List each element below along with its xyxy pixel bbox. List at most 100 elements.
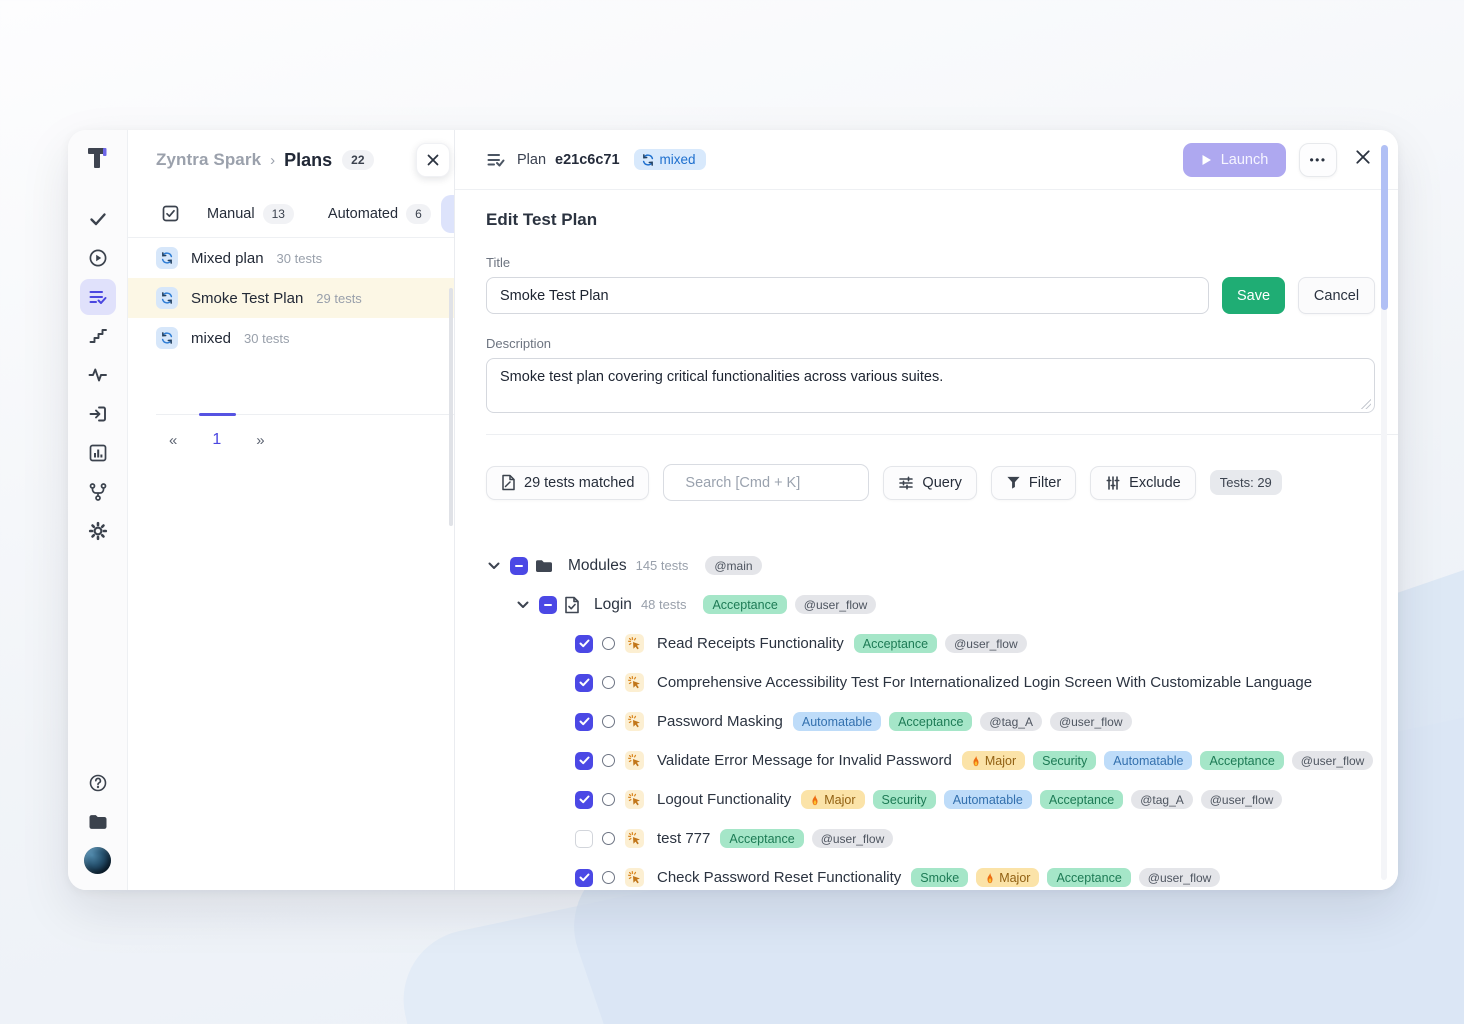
resize-handle[interactable] [1361, 399, 1371, 409]
label-pill[interactable]: Acceptance [889, 712, 973, 731]
tree-row-login[interactable]: Login 48 tests Acceptance @user_flow [486, 585, 1375, 624]
tag-pill[interactable]: @user_flow [945, 634, 1027, 653]
plan-row[interactable]: Smoke Test Plan 29 tests [128, 278, 454, 318]
nav-login-icon[interactable] [80, 396, 116, 432]
launch-button[interactable]: Launch [1183, 142, 1286, 177]
more-menu-button[interactable]: ••• [1299, 142, 1337, 177]
test-status-circle[interactable] [602, 793, 615, 806]
test-checkbox-checked[interactable] [575, 790, 593, 809]
pagination-prev-button[interactable]: « [169, 431, 178, 449]
label-pill[interactable]: Acceptance [720, 829, 804, 848]
tab-partial-highlight[interactable] [441, 195, 454, 233]
label-pill[interactable]: Smoke [911, 868, 969, 887]
detail-close-button[interactable] [1350, 147, 1376, 172]
test-row[interactable]: Validate Error Message for Invalid Passw… [486, 741, 1375, 780]
user-avatar[interactable] [84, 847, 111, 874]
modules-checkbox-indeterminate[interactable] [510, 556, 528, 575]
test-title[interactable]: Validate Error Message for Invalid Passw… [657, 752, 952, 769]
test-checkbox-checked[interactable] [575, 634, 593, 653]
breadcrumb-project[interactable]: Zyntra Spark [156, 150, 262, 169]
label-pill[interactable]: Acceptance [1039, 790, 1124, 809]
nav-bar-chart-icon[interactable] [80, 435, 116, 471]
label-pill[interactable]: Automatable [1104, 751, 1193, 770]
test-title[interactable]: Check Password Reset Functionality [657, 869, 902, 886]
tag-pill[interactable]: @user_flow [1291, 751, 1374, 770]
nav-branch-icon[interactable] [80, 474, 116, 510]
test-status-circle[interactable] [602, 754, 615, 767]
title-input[interactable] [486, 277, 1209, 314]
chevron-down-icon[interactable] [488, 562, 500, 570]
tag-pill[interactable]: @user_flow [1049, 712, 1132, 731]
label-pill[interactable]: Acceptance [1200, 751, 1284, 770]
label-pill[interactable]: Automatable [792, 712, 882, 731]
tag-pill[interactable]: @user_flow [1138, 868, 1221, 887]
tab-manual[interactable]: Manual 13 [207, 203, 294, 224]
test-status-circle[interactable] [602, 715, 615, 728]
test-row[interactable]: Check Password Reset Functionality Smoke M… [486, 858, 1375, 890]
nav-tests-icon[interactable] [80, 201, 116, 237]
query-button[interactable]: Query [883, 465, 977, 500]
label-pill[interactable]: Major [801, 790, 865, 809]
nav-runs-play-circle-icon[interactable] [80, 240, 116, 276]
test-checkbox-checked[interactable] [575, 712, 593, 731]
pagination-page-1[interactable]: 1 [212, 431, 222, 448]
test-row[interactable]: Comprehensive Accessibility Test For Int… [486, 663, 1375, 702]
test-status-circle[interactable] [602, 832, 615, 845]
test-title[interactable]: Read Receipts Functionality [657, 635, 844, 652]
detail-scrollbar-track[interactable] [1381, 145, 1387, 880]
label-pill[interactable]: Acceptance [1047, 868, 1131, 887]
suite-title[interactable]: Login [594, 595, 632, 613]
tag-pill[interactable]: @user_flow [1200, 790, 1283, 809]
tag-pill[interactable]: @user_flow [811, 829, 894, 848]
exclude-button[interactable]: Exclude [1090, 465, 1196, 500]
test-title[interactable]: test 777 [657, 830, 711, 847]
test-row[interactable]: Read Receipts Functionality Acceptance @us… [486, 624, 1375, 663]
nav-activity-pulse-icon[interactable] [80, 357, 116, 393]
test-checkbox-checked[interactable] [575, 868, 593, 887]
plan-kind-badge[interactable]: mixed [633, 149, 706, 170]
label-pill[interactable]: Acceptance [703, 595, 787, 614]
tree-row-modules[interactable]: Modules 145 tests @main [486, 546, 1375, 585]
description-textarea[interactable]: Smoke test plan covering critical functi… [486, 358, 1375, 413]
nav-plans-list-check-icon[interactable] [79, 279, 116, 315]
tests-matched-button[interactable]: 29 tests matched [486, 465, 650, 500]
test-checkbox-checked[interactable] [575, 751, 593, 770]
label-pill[interactable]: Acceptance [853, 634, 938, 653]
label-pill[interactable]: Major [976, 868, 1040, 887]
login-checkbox-indeterminate[interactable] [539, 595, 557, 614]
plan-row[interactable]: mixed 30 tests [128, 318, 454, 358]
cancel-button[interactable]: Cancel [1298, 277, 1375, 314]
test-title[interactable]: Logout Functionality [657, 791, 792, 808]
search-input[interactable] [685, 474, 873, 491]
save-button[interactable]: Save [1222, 277, 1285, 314]
search-box[interactable] [663, 464, 873, 501]
pagination-next-button[interactable]: » [256, 431, 265, 449]
test-row[interactable]: Logout Functionality Major Security Automat… [486, 780, 1375, 819]
label-pill[interactable]: Automatable [943, 790, 1032, 809]
test-title[interactable]: Comprehensive Accessibility Test For Int… [657, 674, 1313, 691]
detail-scrollbar-thumb[interactable] [1381, 145, 1388, 310]
tab-automated[interactable]: Automated 6 [328, 203, 431, 224]
projects-folder-icon[interactable] [80, 804, 116, 840]
tag-pill[interactable]: @tag_A [980, 712, 1042, 731]
tag-pill[interactable]: @main [705, 556, 762, 575]
test-status-circle[interactable] [602, 676, 615, 689]
suite-title[interactable]: Modules [568, 556, 627, 574]
plans-panel-scrollbar[interactable] [449, 288, 453, 526]
plan-row[interactable]: Mixed plan 30 tests [128, 238, 454, 278]
help-icon[interactable] [80, 765, 116, 801]
nav-settings-gear-icon[interactable] [80, 513, 116, 549]
test-status-circle[interactable] [602, 637, 615, 650]
tag-pill[interactable]: @tag_A [1131, 790, 1193, 809]
label-pill[interactable]: Security [872, 790, 936, 809]
checklist-select-icon[interactable] [161, 204, 180, 223]
test-row[interactable]: Password Masking Automatable Acceptance @ta… [486, 702, 1375, 741]
nav-steps-icon[interactable] [80, 318, 116, 354]
label-pill[interactable]: Major [961, 751, 1026, 770]
tag-pill[interactable]: @user_flow [794, 595, 877, 614]
filter-button[interactable]: Filter [990, 465, 1077, 500]
label-pill[interactable]: Security [1033, 751, 1097, 770]
test-checkbox-unchecked[interactable] [575, 829, 593, 848]
test-status-circle[interactable] [602, 871, 615, 884]
plans-panel-close-button[interactable] [416, 143, 450, 177]
